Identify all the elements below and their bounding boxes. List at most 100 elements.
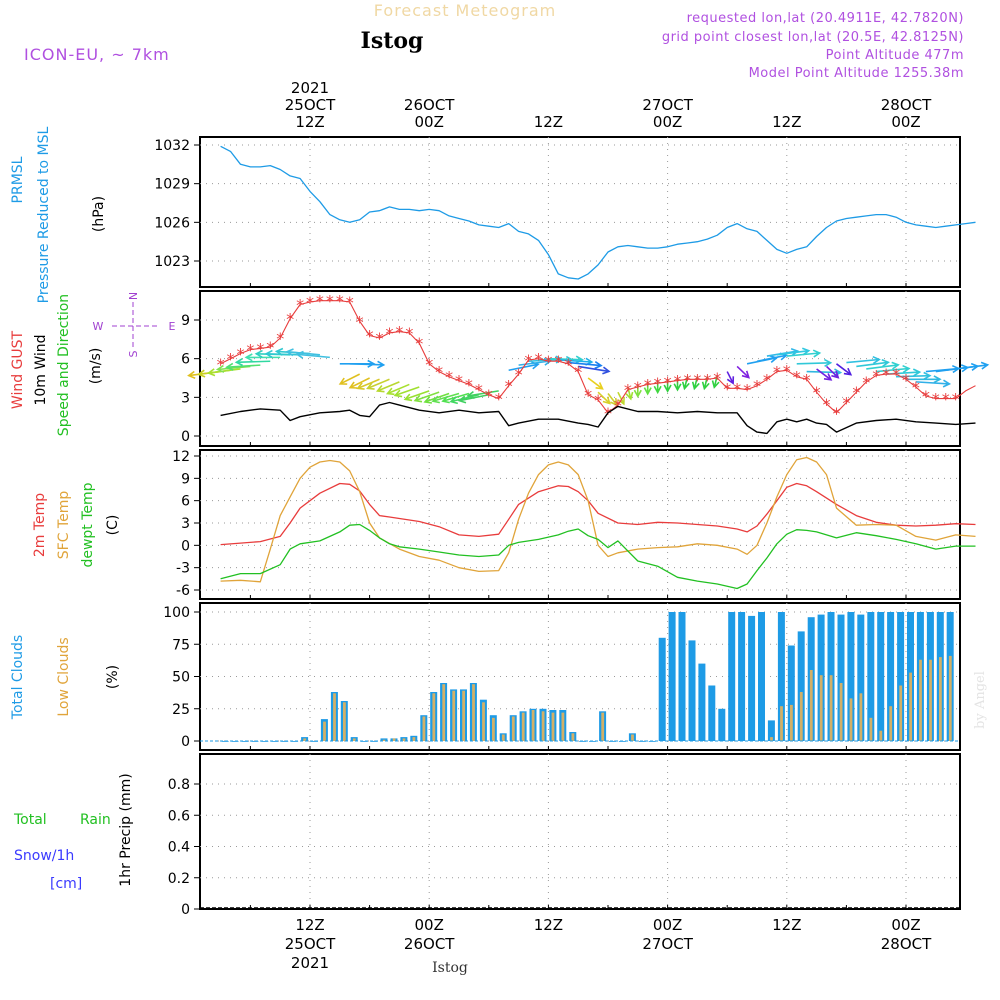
bottom-time-label: 12Z [772,916,801,934]
wind-arrow-head [295,350,304,359]
rain-label: Rain [80,812,111,828]
grid-point-coords: grid point closest lon,lat (20.5E, 42.81… [662,30,964,45]
top-time-label: 12Z [772,113,801,131]
wind-arrow [955,364,988,370]
low-cloud-bar [492,717,495,741]
total-cloud-bar [748,615,756,741]
y-tick-label: 100 [163,605,190,621]
wind-gust-marker: * [366,326,374,345]
total-cloud-bar [688,640,696,741]
wind-gust-marker: * [405,324,413,343]
wind-arrow-head [610,397,618,407]
low-cloud-bar [343,702,346,741]
wind-gust-marker: * [852,383,860,402]
low-cloud-bar [482,702,485,741]
compass-west: W [93,320,104,333]
low-cloud-bar [919,659,922,741]
wind-gust-marker: * [296,296,304,315]
wind-arrow-head [673,383,682,392]
wind-gust-marker: * [803,370,811,389]
wind-arrow-head [413,394,423,403]
wind-gust-marker: * [306,293,314,312]
total-cloud-bar [708,685,716,741]
wind-arrow [226,364,261,368]
total-cloud-bar [271,741,279,742]
wind-unit: (m/s) [88,348,104,385]
wind-gust-marker: * [415,334,423,353]
wind-arrow-head [196,369,206,378]
wind-arrow-head [215,364,225,373]
top-time-label: 12Z [295,113,324,131]
y-tick-label: 12 [172,449,190,465]
wind-arrow [548,357,583,361]
wind-arrow-head [356,382,365,390]
bottom-time-label: 12Z [295,916,324,934]
prmsl-description: Pressure Reduced to MSL [36,126,52,303]
clouds-panel: Total Clouds Low Clouds (%) 0 25 50 75 100 [10,602,961,751]
wind-arrow-head [206,368,216,377]
wind-gust-marker: * [326,292,334,311]
snow-label: Snow/1h [14,848,74,864]
wind-arrow [617,391,625,405]
wind-gust-marker: * [733,379,741,398]
low-cloud-bar [501,734,505,741]
y-tick-label: 0.8 [168,777,190,793]
wind-gust-marker: * [664,373,672,392]
wind-arrow [816,368,832,381]
total-cloud-bar [777,612,785,741]
y-tick-label: 0 [181,902,190,918]
wind-arrow-head [980,361,990,370]
y-tick-label: 0.2 [168,871,190,887]
temp-sfc-label: SFC Temp [56,491,72,560]
wind-arrow-head [711,380,720,389]
wind-arrow [578,365,610,373]
y-tick-label: 9 [181,471,190,487]
pressure-panel: PRMSL Pressure Reduced to MSL (hPa) 1023… [10,126,976,303]
wind-arrow [846,358,880,364]
y-tick-label: 25 [172,702,190,718]
wind-gust-marker: * [336,292,344,311]
low-cloud-bar [333,693,336,741]
compass-south: S [127,350,140,357]
wind-arrow [296,353,330,359]
wind-gust-marker: * [634,378,642,397]
wind-arrow-head [726,376,735,385]
top-time-label: 26OCT [404,96,455,114]
wind-10m-line [220,401,976,435]
low-cloud-bar [472,684,475,741]
wind-gust-marker: * [346,293,354,312]
top-time-label: 00Z [653,113,682,131]
total-cloud-bar [291,741,299,742]
wind-arrow-head [254,349,263,358]
model-altitude: Model Point Altitude 1255.38m [749,66,964,81]
top-time-label: 12Z [534,113,563,131]
y-tick-label: 3 [181,516,190,532]
wind-arrow [915,381,950,385]
total-cloud-bar [758,612,765,741]
low-cloud-bar [939,657,942,741]
low-cloud-bar [323,721,326,741]
wind-arrow [339,373,361,385]
y-tick-label: 6 [181,352,190,368]
total-cloud-bar [251,741,259,742]
wind-gust-marker: * [544,352,552,371]
wind-arrow-head [375,385,385,393]
wind-gust-marker: * [395,323,403,342]
total-cloud-bar [360,741,368,742]
top-time-label: 27OCT [642,96,693,114]
wind-arrow [597,391,611,404]
total-cloud-bar [867,612,875,741]
total-cloud-bar [668,612,676,741]
total-cloud-bar [797,631,805,741]
low-cloud-bar [948,655,952,741]
requested-coords: requested lon,lat (20.4911E, 42.7820N) [687,11,964,26]
footer-station: Istog [432,960,468,976]
wind-gust-marker: * [713,369,721,388]
wind-gust-marker: * [872,366,880,385]
temp-dewpt-label: dewpt Temp [80,482,96,567]
wind-gust-marker: * [693,370,701,389]
wind-arrow-head [449,396,459,405]
panel-frame [199,449,961,600]
